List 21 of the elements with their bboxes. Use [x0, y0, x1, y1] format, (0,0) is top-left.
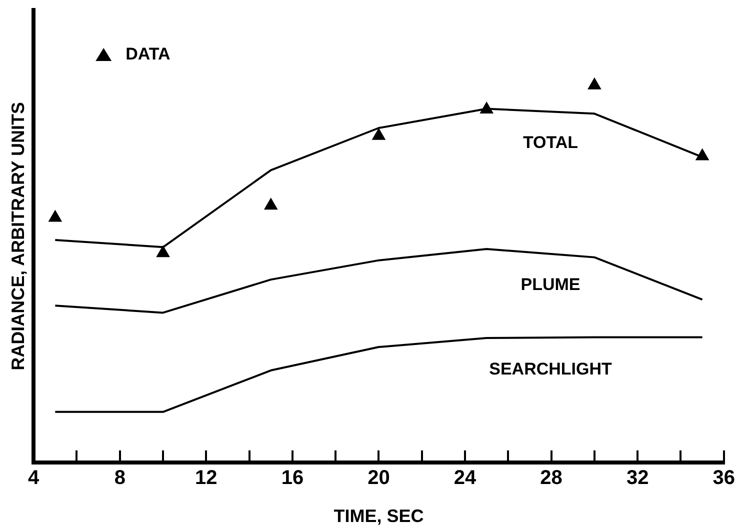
x-tick-label: 4 [28, 466, 40, 489]
x-tick-label: 24 [454, 466, 478, 489]
x-tick-label: 12 [195, 466, 218, 489]
point [156, 246, 170, 258]
x-tick-label: 28 [540, 466, 562, 489]
x-tick-label: 36 [712, 466, 735, 489]
x-tick-label: 20 [368, 466, 390, 489]
x-tick-label: 8 [114, 466, 126, 489]
x-axis-title: TIME, SEC [334, 506, 424, 526]
series-label: TOTAL [522, 132, 578, 152]
y-axis-title: RADIANCE, ARBITRARY UNITS [8, 102, 28, 370]
x-tick-label: 32 [626, 466, 649, 489]
series-label: SEARCHLIGHT [489, 359, 613, 378]
point [372, 128, 385, 140]
point [264, 198, 278, 210]
x-tick-label: 16 [281, 466, 304, 489]
point [696, 149, 708, 160]
legend-label: DATA [126, 44, 170, 64]
point [48, 210, 62, 222]
series-label: PLUME [520, 274, 580, 294]
point [588, 78, 601, 90]
